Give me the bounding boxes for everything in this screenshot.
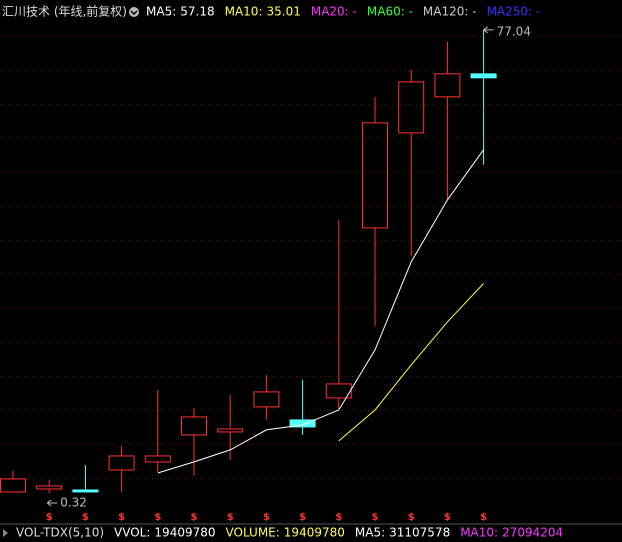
high-label: 77.04	[497, 24, 531, 38]
legend-label: MA120: -	[423, 5, 477, 19]
candle-body	[434, 73, 461, 98]
candle-body	[108, 455, 135, 471]
event-marker: $	[191, 512, 198, 523]
candle-body	[0, 478, 26, 493]
vol-value: 27094204	[502, 526, 563, 540]
vol-value: 19409780	[154, 526, 215, 540]
legend-value: 35.01	[266, 5, 300, 19]
candle-body	[325, 383, 352, 399]
candle-body	[72, 489, 99, 493]
candle-body	[36, 485, 63, 490]
low-label: 0.32	[60, 495, 87, 509]
legend-label: MA5:	[146, 5, 176, 19]
candle-body	[289, 419, 316, 428]
candle-body	[144, 455, 171, 463]
vol-label: VOLUME:	[226, 526, 280, 540]
high-arrow	[483, 26, 494, 34]
vol-label: MA10:	[460, 526, 498, 540]
event-marker: $	[82, 512, 89, 523]
candle-body	[217, 428, 244, 433]
ma-line	[157, 149, 485, 474]
event-marker: $	[335, 512, 342, 523]
candle-body	[362, 122, 388, 229]
vol-icon	[3, 529, 8, 537]
candle-body	[470, 73, 497, 79]
event-marker: $	[480, 512, 487, 523]
event-marker: $	[118, 512, 125, 523]
legend-value: 57.18	[180, 5, 214, 19]
candle-body	[181, 416, 207, 436]
event-marker: $	[227, 512, 234, 523]
chart-title: 汇川技术 (年线,前复权)	[2, 4, 127, 19]
ma-line	[338, 283, 484, 442]
vol-value: 31107578	[389, 526, 450, 540]
vol-label: VVOL:	[114, 526, 150, 540]
settings-icon-arrow	[130, 10, 138, 16]
settings-icon[interactable]	[129, 7, 139, 17]
event-marker: $	[372, 512, 379, 523]
legend-label: MA10:	[225, 5, 263, 19]
vol-title: VOL-TDX(5,10)	[16, 526, 104, 540]
event-marker: $	[299, 512, 306, 523]
vol-label: MA5:	[355, 526, 385, 540]
legend-label: MA60: -	[367, 5, 413, 19]
low-arrow	[46, 499, 58, 507]
event-marker: $	[154, 512, 161, 523]
event-marker: $	[408, 512, 415, 523]
event-marker: $	[444, 512, 451, 523]
event-marker: $	[263, 512, 270, 523]
legend-label: MA250: -	[487, 5, 541, 19]
legend-label: MA20: -	[311, 5, 357, 19]
background-grid	[0, 36, 622, 479]
event-marker: $	[46, 512, 53, 523]
vol-value: 19409780	[284, 526, 345, 540]
candle-body	[253, 391, 280, 408]
candle-body	[398, 81, 425, 134]
